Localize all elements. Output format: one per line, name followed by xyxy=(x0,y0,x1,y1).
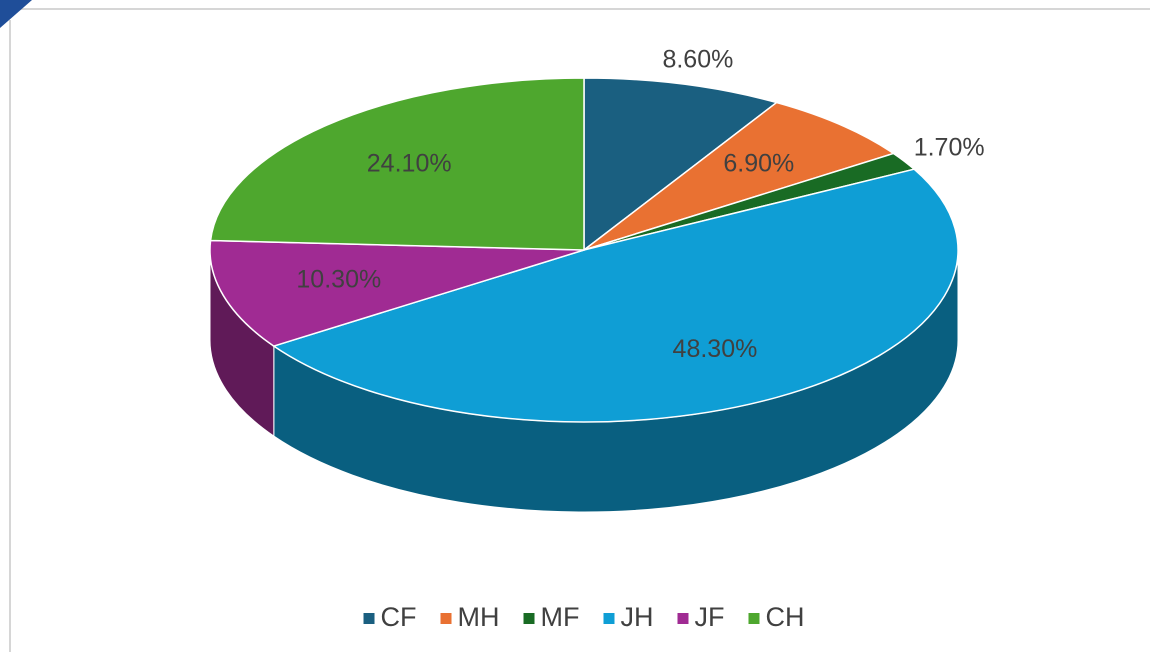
legend-label: CF xyxy=(381,602,417,632)
slice xyxy=(583,77,779,252)
slice xyxy=(209,77,585,251)
data-label: 1.70% xyxy=(914,133,985,161)
data-label: 10.30% xyxy=(296,266,381,294)
slice xyxy=(272,168,959,423)
data-label: 48.30% xyxy=(673,335,758,363)
data-labels: 8.60% 6.90% 1.70% 48.30% 10.30% 24.10% xyxy=(296,46,984,363)
slice xyxy=(583,101,896,251)
pie-sides xyxy=(209,249,959,513)
legend-swatch xyxy=(677,613,689,624)
legend-swatch xyxy=(440,613,452,624)
data-label: 6.90% xyxy=(723,150,794,178)
legend-label: JH xyxy=(620,602,653,632)
legend-swatch xyxy=(523,613,535,624)
data-label: 8.60% xyxy=(662,46,733,74)
legend-label: MF xyxy=(541,602,580,632)
legend: CF MH MF JH JF CH xyxy=(363,602,804,632)
legend-label: CH xyxy=(765,602,804,632)
pie-top xyxy=(209,77,959,423)
legend-swatch xyxy=(748,613,760,624)
data-label: 24.10% xyxy=(367,150,452,178)
legend-swatch xyxy=(363,613,375,624)
slice xyxy=(209,239,585,347)
corner-decoration xyxy=(0,0,32,28)
legend-swatch xyxy=(603,613,615,624)
legend-label: JF xyxy=(694,602,724,632)
legend-label: MH xyxy=(458,602,500,632)
